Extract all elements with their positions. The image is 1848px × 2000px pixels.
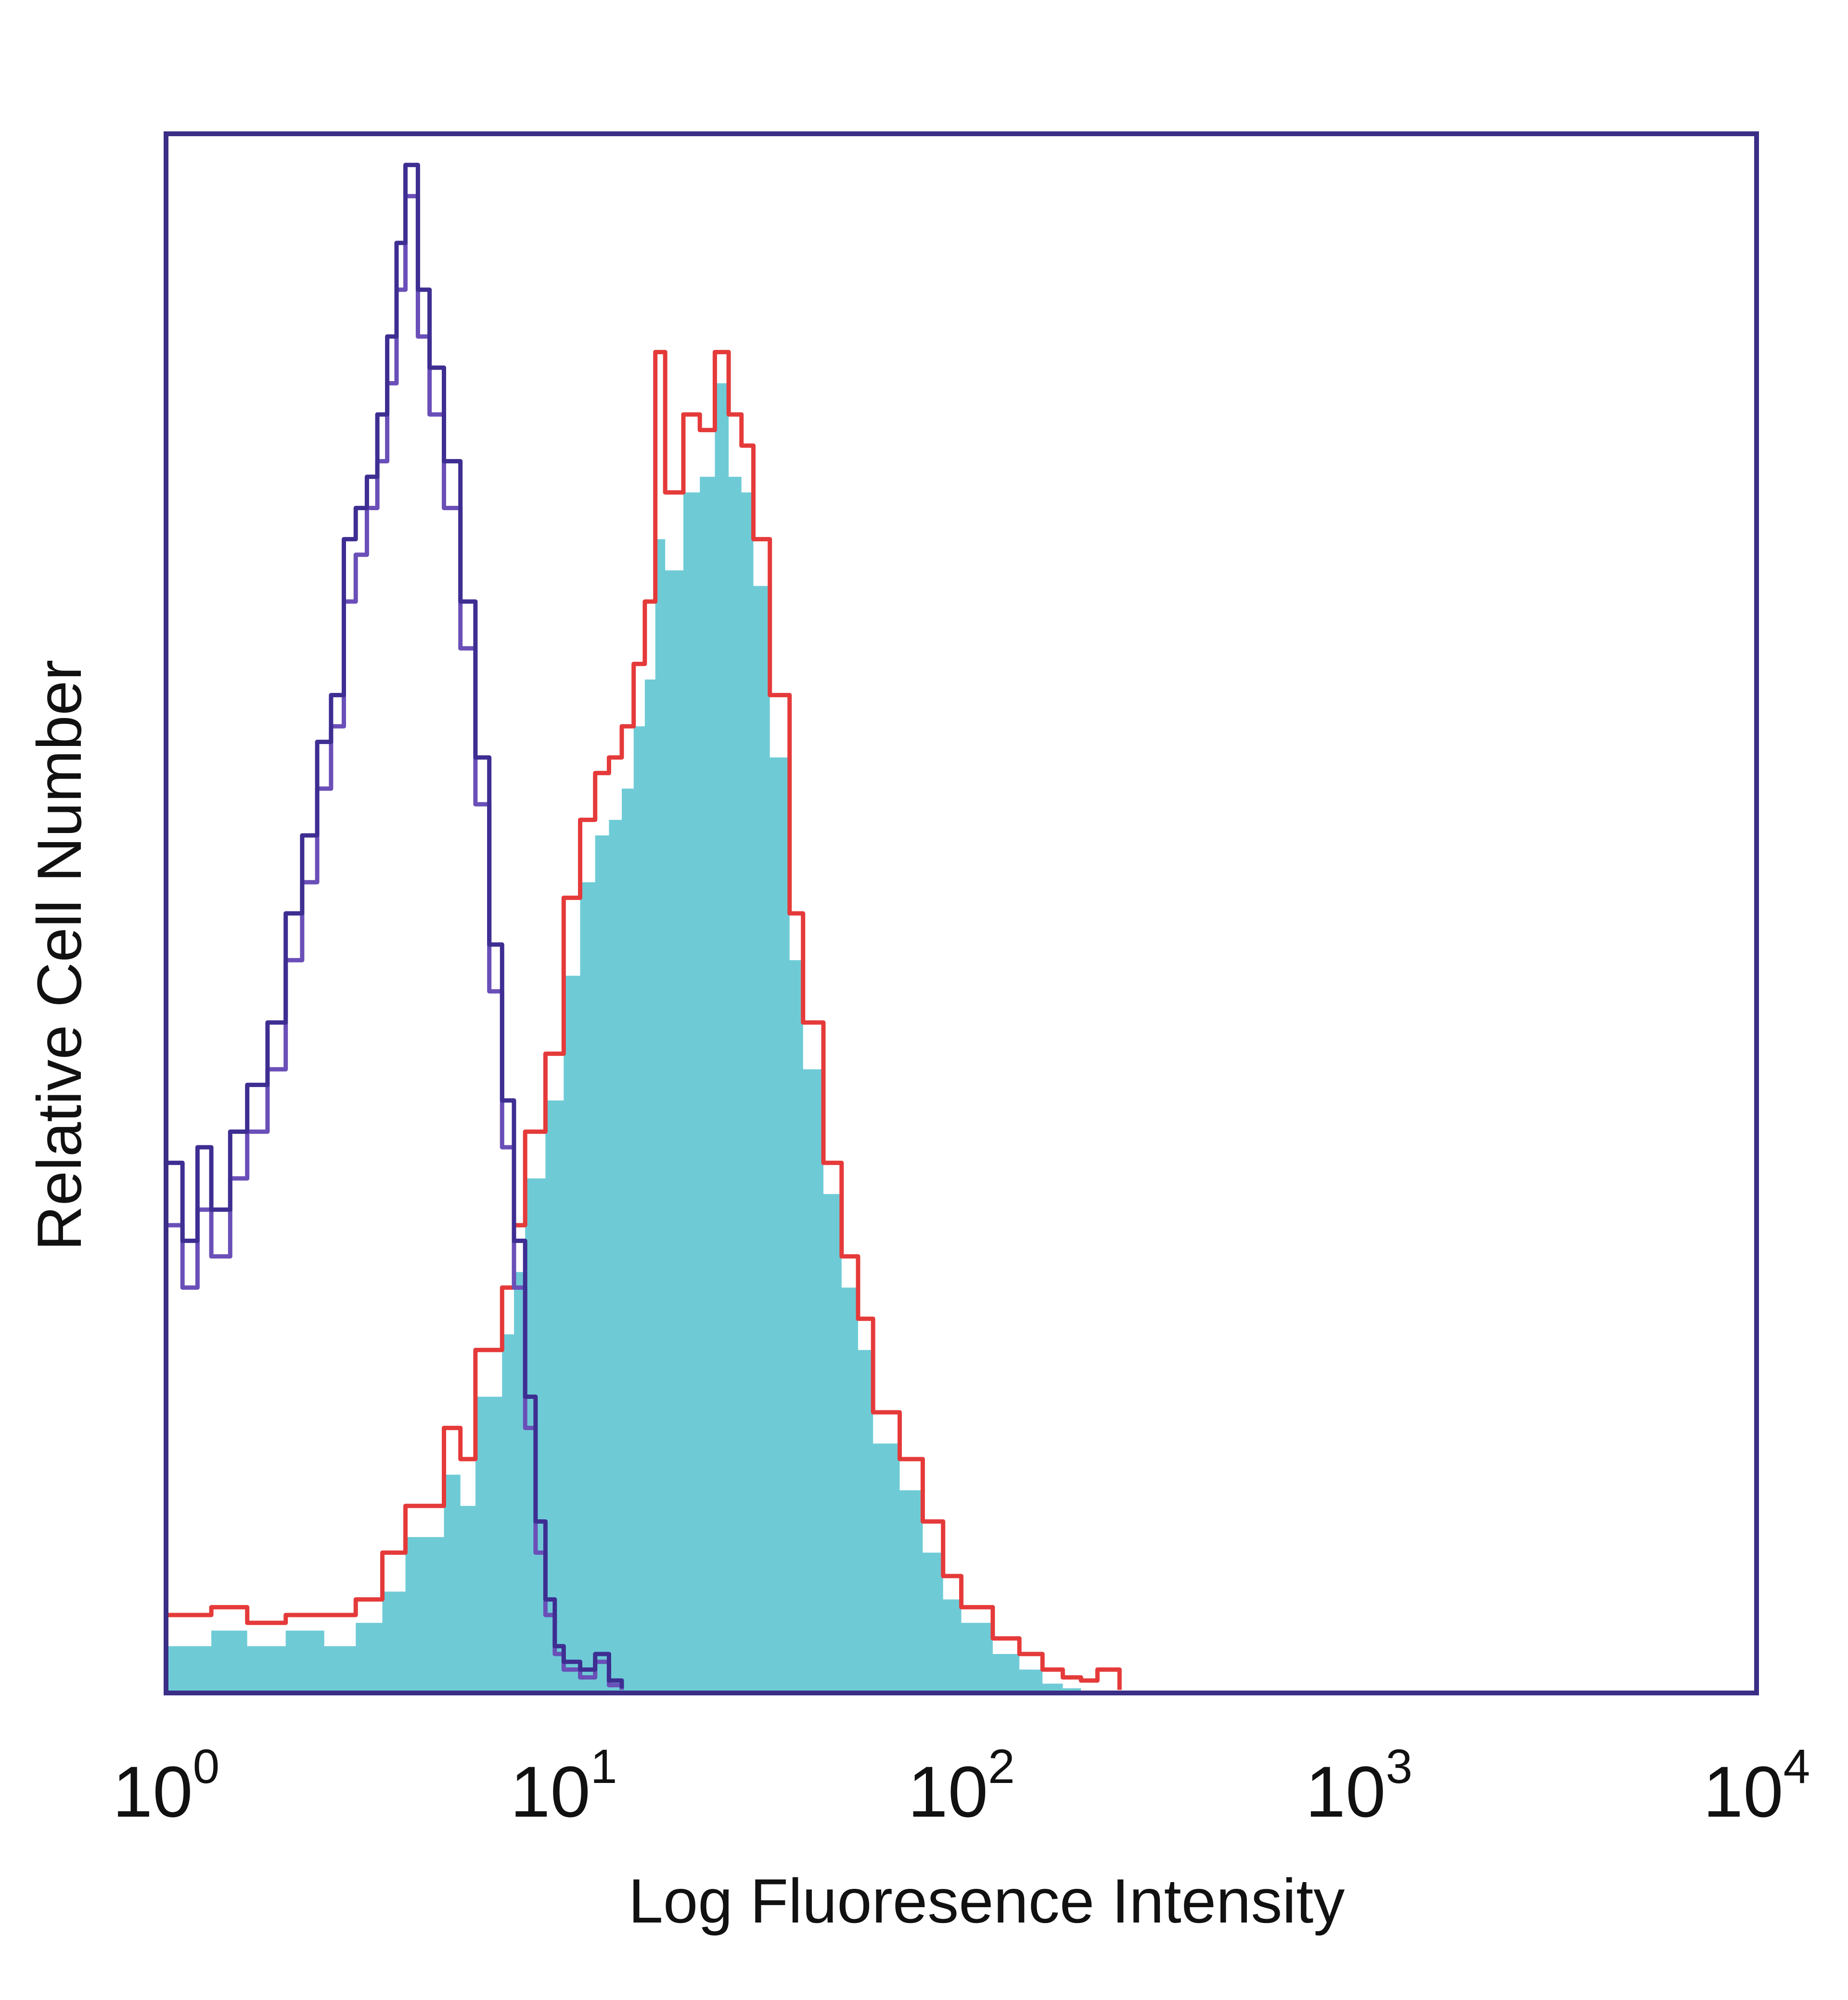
x-tick-exponent: 3 <box>1386 1740 1412 1794</box>
x-tick-exponent: 0 <box>193 1740 220 1794</box>
x-tick-base: 10 <box>1306 1751 1386 1832</box>
x-tick-exponent: 4 <box>1784 1740 1810 1794</box>
y-axis-title: Relative Cell Number <box>24 660 94 1251</box>
x-tick-base: 10 <box>1703 1751 1784 1832</box>
histogram-fill-series <box>166 383 1081 1693</box>
x-tick-label-2: 102 <box>908 1740 1014 1832</box>
x-tick-base: 10 <box>113 1751 193 1832</box>
x-tick-exponent: 1 <box>590 1740 617 1794</box>
plot-frame <box>164 131 1759 1695</box>
x-tick-labels: 100 101 102 103 104 <box>113 1740 1810 1832</box>
x-tick-exponent: 2 <box>988 1740 1015 1794</box>
histogram-line-series-1 <box>166 350 1122 1690</box>
series-layer <box>166 163 1122 1693</box>
x-tick-label-0: 100 <box>113 1740 219 1832</box>
x-tick-label-1: 101 <box>510 1740 617 1832</box>
x-axis-title: Log Fluoresence Intensity <box>629 1866 1345 1936</box>
x-tick-label-3: 103 <box>1306 1740 1412 1832</box>
x-tick-label-4: 104 <box>1703 1740 1810 1832</box>
x-tick-base: 10 <box>908 1751 988 1832</box>
x-tick-base: 10 <box>510 1751 590 1832</box>
histogram-line-series-3 <box>166 163 624 1689</box>
